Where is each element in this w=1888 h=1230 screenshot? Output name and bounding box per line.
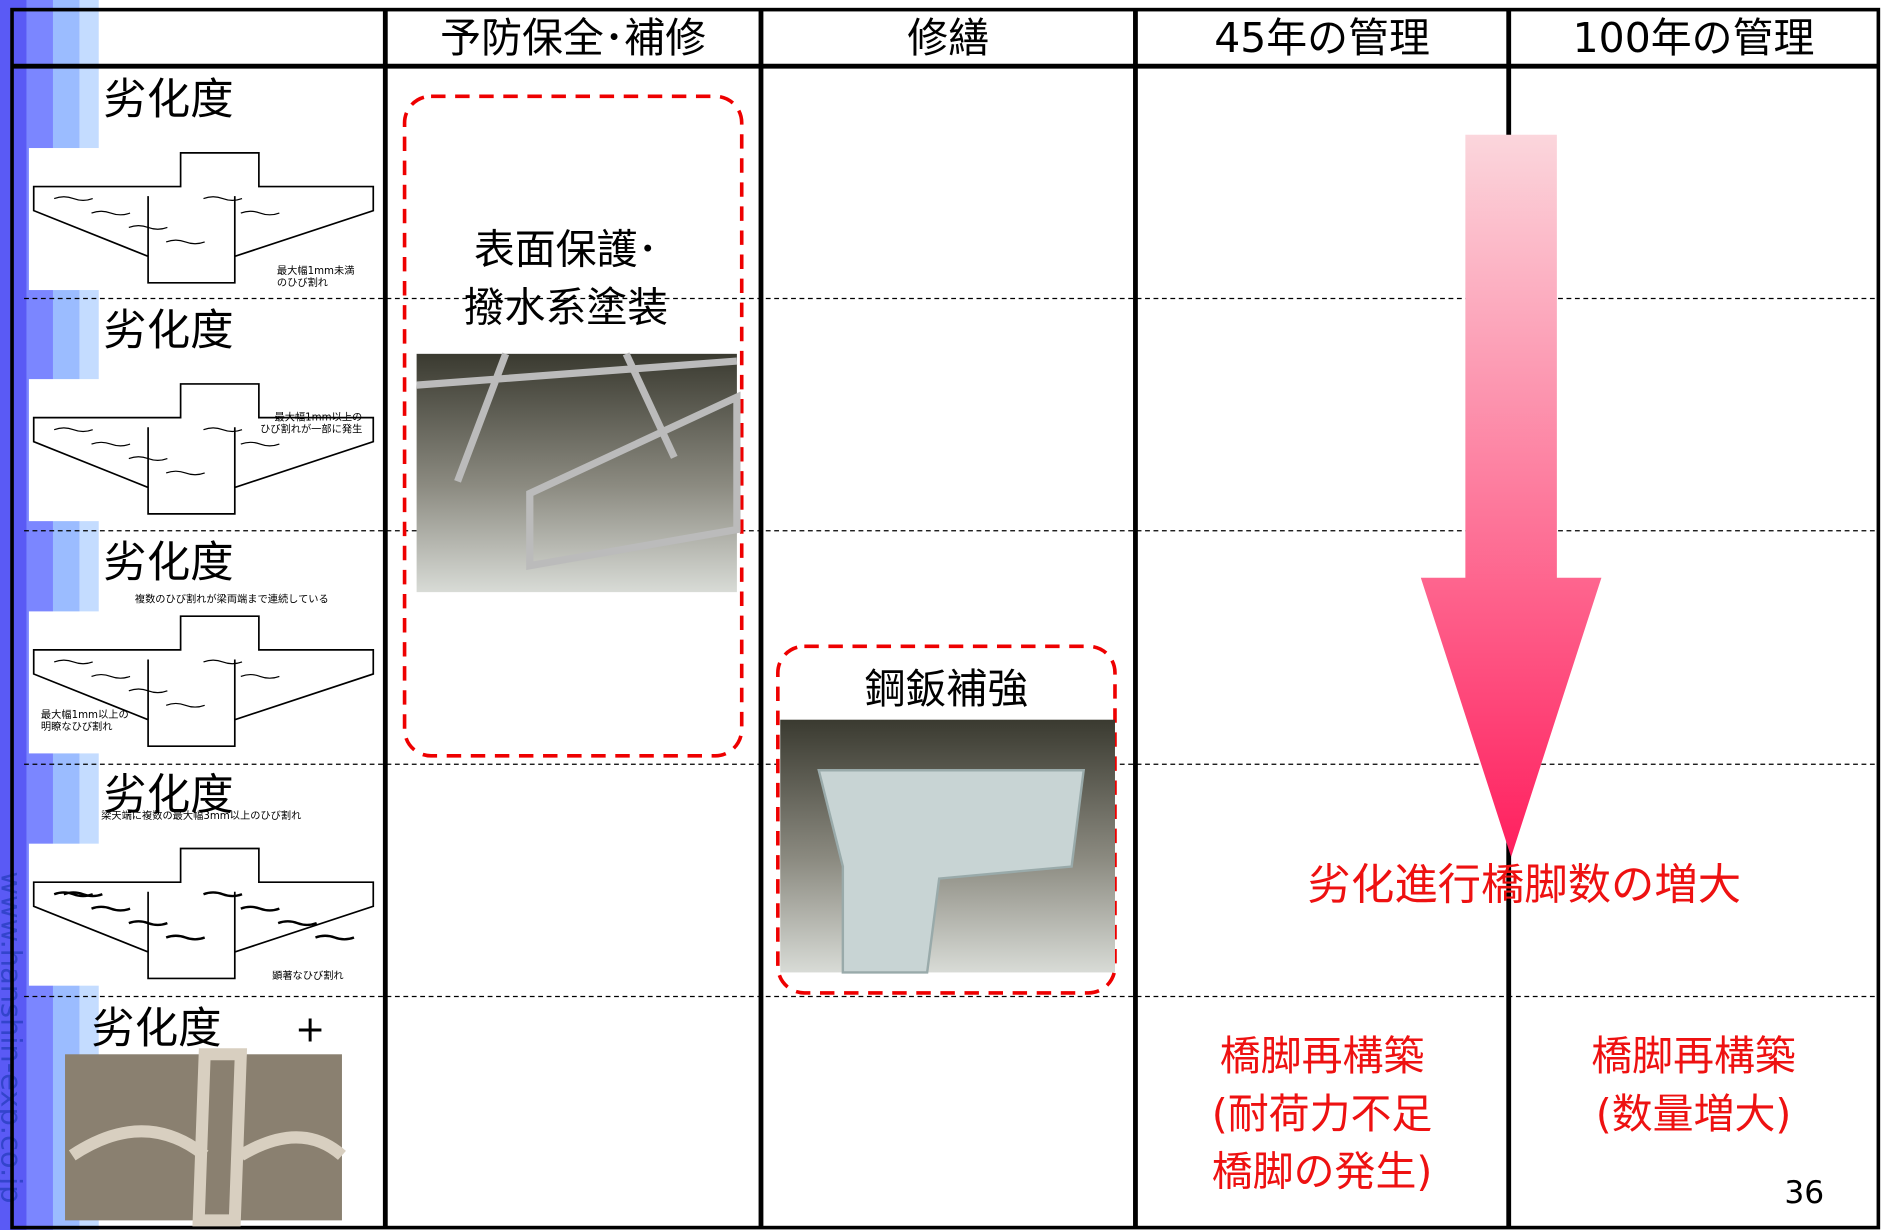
crack (203, 891, 243, 898)
beam-sketch (28, 611, 379, 754)
beam-sketch (28, 843, 379, 986)
trend-text: 劣化進行橋脚数の増大 (1308, 861, 1741, 911)
sketch-bg (28, 379, 379, 522)
crack (203, 196, 243, 201)
measure-box (776, 644, 1117, 995)
column-header: 修繕 (907, 14, 989, 62)
crack (53, 659, 93, 665)
crack (165, 470, 205, 476)
crack-note: のひび割れ (277, 276, 328, 289)
crack (63, 891, 103, 898)
row-label: 劣化度 (104, 75, 234, 125)
row-label: 劣化度 (104, 538, 234, 588)
photo-detail (817, 769, 1086, 974)
beam-sketch (28, 379, 379, 522)
row-label-suffix: + (295, 1007, 325, 1050)
beam-outline (32, 847, 375, 980)
measure-box (402, 94, 744, 758)
crack-note: 最大幅1mm未満 (277, 264, 355, 277)
trend-arrow (1420, 134, 1602, 857)
beam-outline (32, 152, 375, 284)
crack (91, 905, 131, 912)
crack (128, 920, 168, 927)
crack (165, 702, 205, 708)
row-label: 劣化度 (92, 1004, 222, 1054)
crack (53, 427, 93, 433)
outcome-text: (数量増大) (1596, 1090, 1792, 1138)
beam-outline (32, 383, 375, 515)
crack (91, 673, 131, 679)
outcome-text: 橋脚再構築 (1220, 1032, 1425, 1080)
crack (91, 210, 131, 216)
measure-text: 鋼鈑補強 (865, 665, 1029, 713)
crack (240, 905, 280, 912)
crack-note: 明瞭なひび割れ (41, 720, 113, 733)
crack (165, 239, 205, 245)
crack-note: 梁天端に複数の最大幅3mm以上のひび割れ (101, 809, 301, 822)
crack (240, 673, 280, 679)
crack (203, 659, 243, 665)
site-url: www.hanshin-exp.co.jp (0, 871, 29, 1203)
crack-note: 最大幅1mm以上の (275, 411, 363, 424)
crack (165, 934, 206, 941)
crack (277, 920, 318, 927)
crack (53, 196, 93, 201)
photo-detail (68, 1048, 346, 1227)
outcome-text: 橋脚再構築 (1591, 1032, 1796, 1080)
crack-note: 最大幅1mm以上の (41, 708, 129, 721)
crack (240, 441, 280, 447)
row-label: 劣化度 (104, 306, 234, 356)
sketch-bg (28, 843, 379, 986)
table-frame (10, 7, 1881, 1230)
sketch-bg (28, 611, 379, 754)
measure-text: 表面保護･ (474, 226, 658, 274)
sketch-bg (28, 148, 379, 291)
measure-text: 撥水系塗装 (464, 284, 669, 332)
crack (91, 441, 131, 447)
photo-detail (416, 352, 741, 570)
column-header: 45年の管理 (1214, 14, 1430, 62)
column-header: 予防保全･補修 (440, 14, 706, 62)
crack (128, 456, 168, 461)
crack-note: ひび割れが一部に発生 (260, 423, 362, 436)
beam-outline (32, 615, 375, 748)
crack (240, 210, 280, 216)
crack (203, 427, 243, 433)
crack (315, 934, 355, 941)
row-label: 劣化度 (104, 770, 234, 820)
crack-note: 複数のひび割れが梁両端まで連続している (135, 592, 329, 605)
crack (128, 225, 168, 230)
beam-sketch (28, 148, 379, 291)
outcome-text: 橋脚の発生) (1212, 1148, 1433, 1196)
column-header: 100年の管理 (1573, 14, 1815, 62)
crack-note: 顕著なひび割れ (272, 969, 344, 982)
page-number: 36 (1784, 1175, 1824, 1211)
crack (128, 688, 168, 694)
outcome-text: (耐荷力不足 (1212, 1090, 1433, 1138)
